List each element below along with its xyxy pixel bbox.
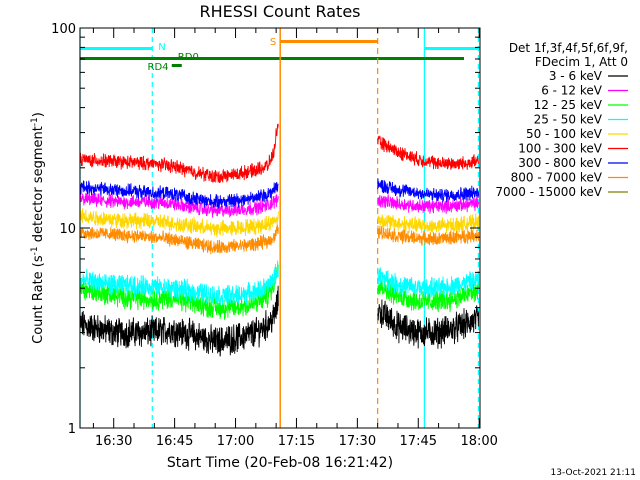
saa-flag-label: S [270,37,276,48]
chart-title: RHESSI Count Rates [200,2,361,21]
rd0-flag-label: RD0 [178,52,199,63]
legend-header-1: Det 1f,3f,4f,5f,6f,9f, [509,41,628,55]
rd4-flag-label: RD4 [148,62,169,73]
saa-flag-bar [280,40,378,43]
series-line [79,123,279,184]
series-layer [79,123,480,357]
y-axis-label-sup1: -1 [30,246,40,255]
x-tick-label: 17:00 [217,434,254,449]
series-line [377,178,480,203]
night-flag-label: N [158,42,165,53]
x-tick-label: 16:45 [156,434,193,449]
legend-entry-label: 6 - 12 keV [541,84,603,98]
x-axis-label: Start Time (20-Feb-08 16:21:42) [167,455,393,471]
axes-layer: 1 10 100 16:30 16:45 17:00 17:15 17:30 17:45 18:0… [51,22,498,449]
y-axis-label: Count Rate (s-1 detector segment-1) [30,112,46,344]
legend-entry-label: 800 - 7000 keV [511,171,603,185]
y-axis-label-sup2: -1 [30,117,40,126]
series-line [377,266,480,299]
legend-entry-label: 3 - 6 keV [549,69,603,83]
series-line [79,180,279,209]
series-line [377,213,480,234]
legend-entry-label: 25 - 50 keV [534,113,603,127]
legend-header-2: FDecim 1, Att 0 [535,55,628,69]
series-line [377,135,480,170]
y-tick-label: 1 [68,422,76,437]
x-tick-label: 17:30 [339,434,376,449]
series-line [79,192,279,218]
series-line [377,299,480,349]
night-flag-bar [80,47,153,50]
series-line [79,208,279,238]
timestamp: 13-Oct-2021 21:11 [551,468,636,478]
x-tick-label: 17:45 [400,434,437,449]
x-tick-label: 18:00 [460,434,497,449]
legend-entry-label: 50 - 100 keV [526,127,603,141]
y-tick-label: 10 [59,222,76,237]
series-line [79,224,279,255]
legend-entry-label: 100 - 300 keV [518,142,602,156]
y-axis-label-end: ) [31,112,46,117]
y-axis-label-main: Count Rate (s [31,255,46,344]
legend-entry-label: 12 - 25 keV [534,98,603,112]
night-flag-bar [424,47,480,50]
series-line [377,225,480,246]
series-line [377,276,480,313]
series-line [377,194,480,214]
legend-entry-label: 7000 - 15000 keV [495,185,602,199]
rd4-flag-bar [171,64,182,67]
series-line [79,260,279,307]
y-tick-label: 100 [51,22,76,37]
legend: Det 1f,3f,4f,5f,6f,9f, FDecim 1, Att 0 3… [495,41,628,199]
x-tick-label: 16:30 [95,434,132,449]
legend-entry-label: 300 - 800 keV [518,156,602,170]
series-line [79,285,279,357]
x-tick-label: 17:15 [278,434,315,449]
rd0-flag-bar [80,57,464,60]
y-axis-label-mid: detector segment [31,126,46,246]
